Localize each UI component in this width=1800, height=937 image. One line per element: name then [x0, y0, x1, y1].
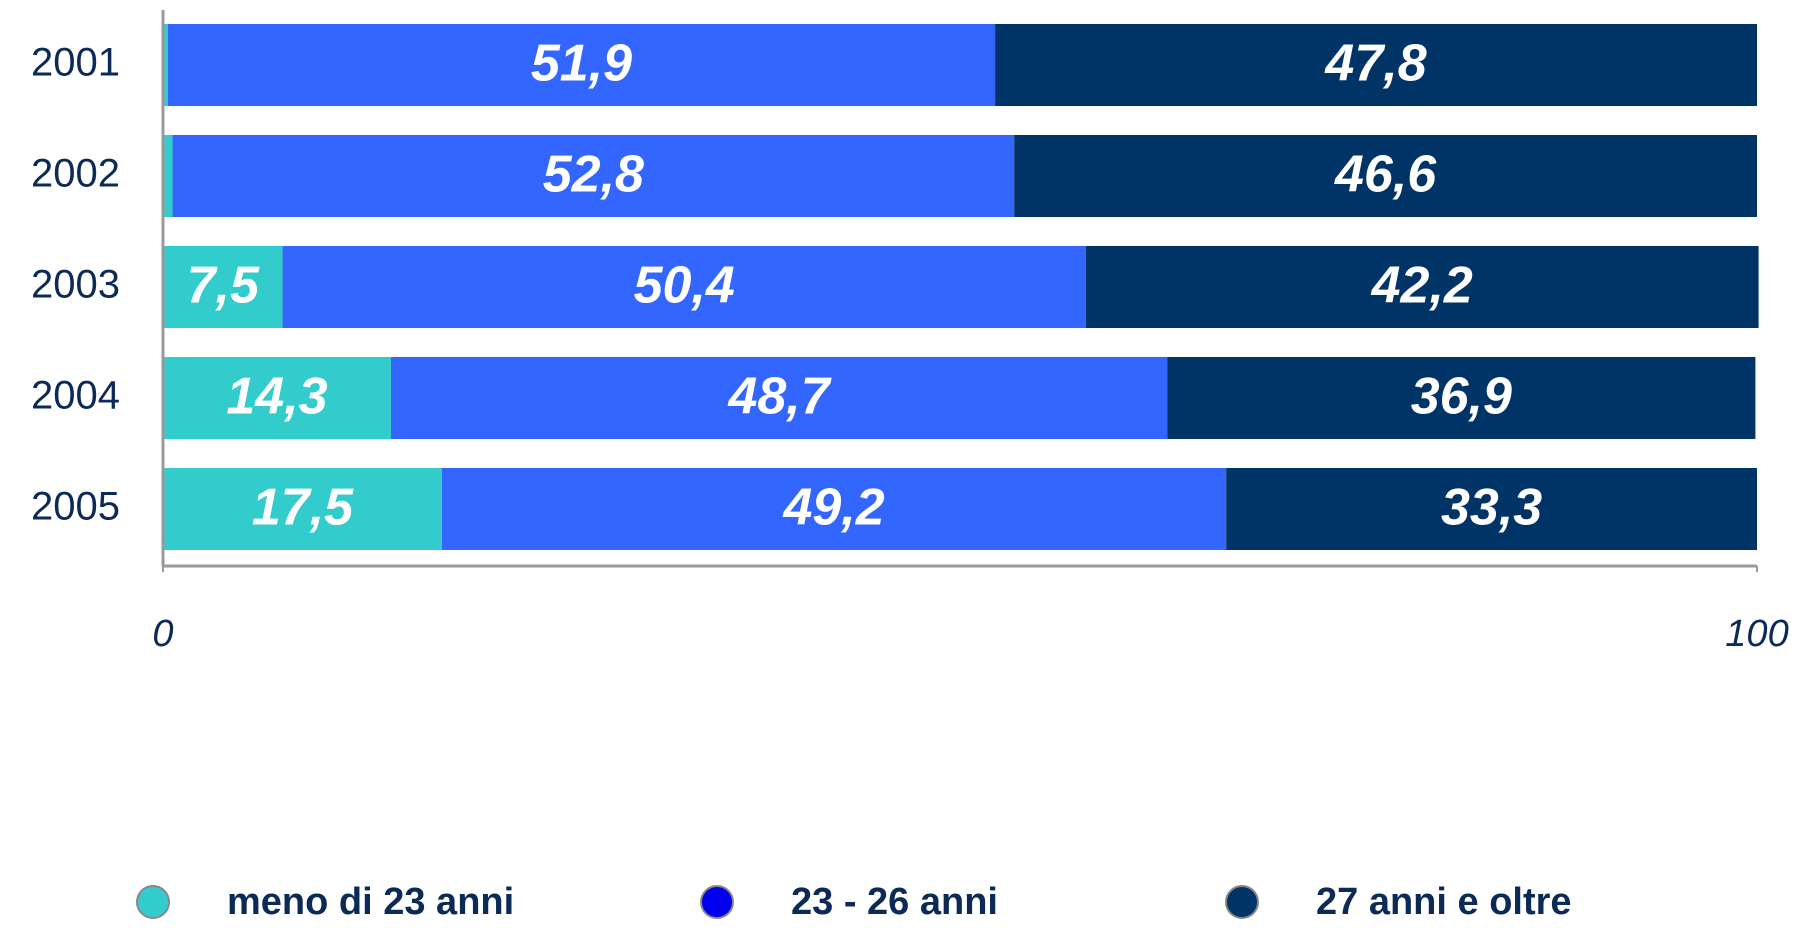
- bar-segment: [163, 246, 283, 328]
- bar-segment: [1226, 468, 1757, 550]
- data-label: 33,3: [1441, 479, 1542, 537]
- legend-label: meno di 23 anni: [227, 881, 514, 923]
- bar-segment: [1014, 135, 1757, 217]
- data-label: 49,2: [782, 479, 884, 537]
- data-label: 17,5: [252, 479, 354, 537]
- data-label: 48,7: [727, 368, 831, 426]
- y-tick-label: 2001: [31, 41, 120, 85]
- legend-label: 27 anni e oltre: [1316, 881, 1572, 923]
- bar-segment: [163, 135, 173, 217]
- bar-segment: [163, 357, 391, 439]
- data-label: 50,4: [634, 257, 735, 315]
- bar-segment: [172, 135, 1015, 217]
- bar-segment: [163, 468, 442, 550]
- x-tick-label: 100: [1725, 613, 1788, 655]
- x-tick-label: 0: [152, 613, 173, 655]
- y-tick-label: 2005: [31, 485, 120, 529]
- data-label: 52,8: [543, 146, 644, 204]
- bar-segment: [1085, 246, 1759, 328]
- data-label: 51,9: [531, 35, 632, 93]
- y-tick-label: 2004: [31, 374, 120, 418]
- bar-segment: [390, 357, 1168, 439]
- y-tick-label: 2003: [31, 263, 120, 307]
- bar-segment: [995, 24, 1757, 106]
- data-label: 42,2: [1371, 257, 1473, 315]
- data-label: 36,9: [1411, 368, 1512, 426]
- bar-segment: [282, 246, 1086, 328]
- legend-marker: [1225, 885, 1259, 919]
- legend-marker: [136, 885, 170, 919]
- bar-segment: [167, 24, 996, 106]
- data-label: 14,3: [226, 368, 327, 426]
- data-label: 7,5: [187, 257, 260, 315]
- bar-segment: [163, 24, 168, 106]
- legend-marker: [700, 885, 734, 919]
- bar-segment: [441, 468, 1227, 550]
- bar-segment: [1167, 357, 1756, 439]
- data-label: 46,6: [1334, 146, 1437, 204]
- legend-label: 23 - 26 anni: [791, 881, 998, 923]
- y-tick-label: 2002: [31, 152, 120, 196]
- data-label: 47,8: [1324, 35, 1426, 93]
